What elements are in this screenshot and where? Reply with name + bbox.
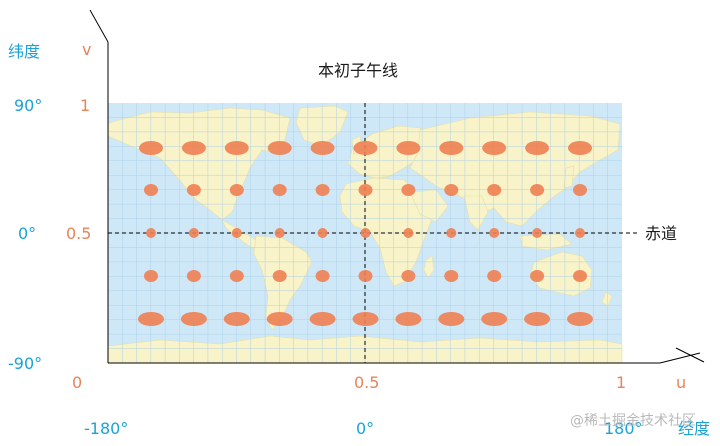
distortion-ellipse xyxy=(186,184,201,196)
equator-label: 赤道 xyxy=(645,224,678,243)
latitude-title: 纬度 xyxy=(8,42,41,61)
distortion-ellipse xyxy=(573,270,587,282)
distortion-ellipse xyxy=(482,141,507,155)
distortion-ellipse xyxy=(139,141,163,155)
distortion-ellipse xyxy=(524,312,551,326)
australia-shape xyxy=(529,251,593,297)
lon-tick-180: 180° xyxy=(604,419,643,438)
u-axis-title: u xyxy=(676,373,687,392)
distortion-ellipse xyxy=(229,270,244,282)
distortion-ellipse xyxy=(272,184,287,196)
distortion-ellipse xyxy=(181,141,206,155)
distortion-ellipse xyxy=(567,312,593,326)
u-axis-arrow-line-2 xyxy=(675,347,705,363)
v-tick-05: 0.5 xyxy=(66,224,92,243)
distortion-ellipse xyxy=(481,312,508,326)
distortion-ellipse xyxy=(317,228,328,238)
distortion-ellipse xyxy=(224,141,249,155)
lat-tick-neg90: -90° xyxy=(8,354,43,373)
distortion-ellipse xyxy=(315,270,330,282)
distortion-ellipse xyxy=(186,270,201,282)
distortion-ellipse xyxy=(266,312,293,326)
distortion-ellipse xyxy=(489,228,500,238)
new-zealand-shape xyxy=(601,291,613,307)
distortion-ellipse xyxy=(444,184,459,196)
watermark: @稀土掘金技术社区 xyxy=(570,413,696,429)
u-tick-05: 0.5 xyxy=(354,373,380,392)
distortion-ellipse xyxy=(530,184,545,196)
madagascar-shape xyxy=(423,255,435,279)
distortion-ellipse xyxy=(573,184,587,196)
lon-tick-0: 0° xyxy=(356,419,375,438)
distortion-ellipse xyxy=(144,184,158,196)
lat-tick-90: 90° xyxy=(14,96,43,115)
distortion-ellipse xyxy=(358,184,373,196)
distortion-ellipse xyxy=(401,184,416,196)
asia-shape xyxy=(409,111,621,227)
distortion-ellipse xyxy=(310,141,335,155)
distortion-ellipse xyxy=(272,270,287,282)
distortion-ellipse xyxy=(396,141,421,155)
distortion-ellipse xyxy=(315,184,330,196)
distortion-ellipse xyxy=(487,184,502,196)
u-tick-1: 1 xyxy=(616,373,627,392)
distortion-ellipse xyxy=(444,270,459,282)
distortion-ellipse xyxy=(575,228,585,238)
lon-tick-neg180: -180° xyxy=(84,419,129,438)
distortion-ellipse xyxy=(403,228,414,238)
indonesia-shape xyxy=(519,233,573,251)
distortion-ellipse xyxy=(138,312,164,326)
prime-meridian-label: 本初子午线 xyxy=(318,61,399,80)
distortion-ellipse xyxy=(146,228,156,238)
distortion-ellipse xyxy=(180,312,207,326)
distortion-ellipse xyxy=(395,312,422,326)
distortion-ellipse xyxy=(274,228,285,238)
distortion-ellipse xyxy=(231,228,242,238)
distortion-ellipse xyxy=(525,141,550,155)
distortion-ellipse xyxy=(439,141,464,155)
distortion-ellipse xyxy=(223,312,250,326)
distortion-ellipse xyxy=(144,270,158,282)
arabia-shape xyxy=(409,189,449,223)
u-axis-arrow-line xyxy=(659,352,701,364)
distortion-ellipse xyxy=(352,312,379,326)
u-tick-0: 0 xyxy=(72,373,83,392)
v-axis-arrow-line xyxy=(89,9,109,43)
distortion-ellipse xyxy=(438,312,465,326)
distortion-ellipse xyxy=(401,270,416,282)
distortion-ellipse xyxy=(532,228,543,238)
lat-tick-0: 0° xyxy=(18,224,37,243)
distortion-ellipse xyxy=(309,312,336,326)
distortion-ellipses xyxy=(138,141,593,326)
distortion-ellipse xyxy=(353,141,378,155)
distortion-ellipse xyxy=(568,141,592,155)
distortion-ellipse xyxy=(446,228,457,238)
north-america-shape xyxy=(107,107,291,221)
distortion-ellipse xyxy=(229,184,244,196)
distortion-ellipse xyxy=(530,270,545,282)
distortion-ellipse xyxy=(487,270,502,282)
longitude-title: 经度 xyxy=(678,419,711,438)
distortion-ellipse xyxy=(267,141,292,155)
v-tick-1: 1 xyxy=(80,96,91,115)
distortion-ellipse xyxy=(188,228,199,238)
distortion-ellipse xyxy=(360,228,371,238)
v-axis-title: v xyxy=(82,40,92,59)
distortion-ellipse xyxy=(358,270,373,282)
